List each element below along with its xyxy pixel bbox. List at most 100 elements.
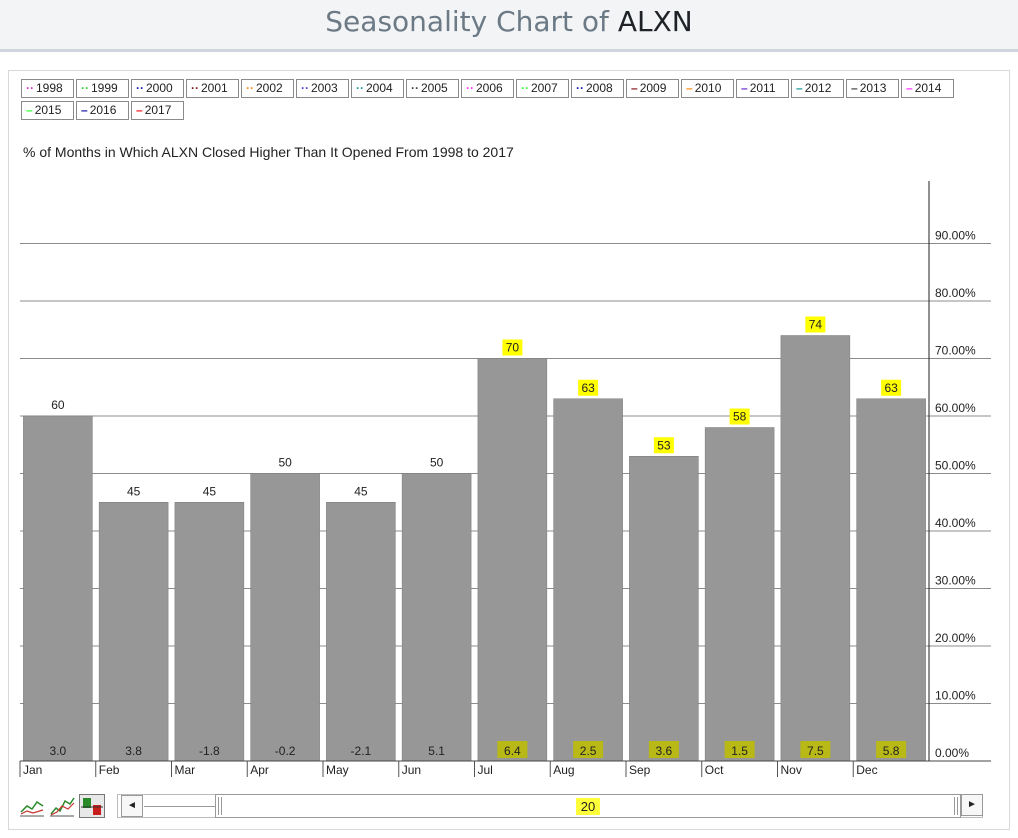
legend-swatch: – — [796, 81, 803, 95]
bar-sep — [629, 456, 699, 762]
y-tick-label: 70.00% — [935, 344, 976, 358]
legend-label: 2000 — [146, 81, 173, 95]
bar-may — [326, 502, 396, 762]
legend-item-2004[interactable]: ·· 2004 — [351, 79, 404, 98]
legend-item-2000[interactable]: ·· 2000 — [131, 79, 184, 98]
value-label-highlight — [653, 437, 674, 454]
x-tick-label-feb: Feb — [99, 763, 120, 777]
legend-label: 2007 — [531, 81, 558, 95]
bottom-label-highlight — [724, 741, 755, 758]
x-tick-label-jun: Jun — [402, 763, 421, 777]
legend-label: 2004 — [366, 81, 393, 95]
bar-chart: 0.00% 10.00% 20.00% 30.00% 40.00% 50.00% 60.00… — [19, 181, 991, 777]
bottom-label-highlight — [497, 741, 528, 758]
value-label-may: 45 — [354, 484, 368, 498]
value-label-jun: 50 — [430, 456, 444, 470]
bottom-label-oct: 1.5 — [731, 744, 748, 758]
bottom-label-jul: 6.4 — [504, 744, 521, 758]
legend-item-2002[interactable]: ·· 2002 — [241, 79, 294, 98]
legend-item-2006[interactable]: ·· 2006 — [461, 79, 514, 98]
legend-item-2014[interactable]: –2014 — [901, 79, 954, 98]
legend-label: 2015 — [34, 103, 62, 117]
y-tick-label: 60.00% — [935, 401, 976, 415]
legend-item-2007[interactable]: ·· 2007 — [516, 79, 569, 98]
scroll-thumb-right-grip[interactable] — [954, 797, 958, 815]
legend-item-2016[interactable]: –2016 — [76, 101, 129, 120]
bar-apr — [250, 473, 320, 762]
legend-label: 2016 — [89, 103, 117, 117]
bar-aug — [553, 398, 623, 762]
x-tick-label-aug: Aug — [553, 763, 574, 777]
value-label-jan: 60 — [51, 398, 65, 412]
x-tick-label-jan: Jan — [23, 763, 42, 777]
bottom-label-highlight — [648, 741, 679, 758]
multi-line-chart-icon[interactable] — [49, 794, 75, 818]
legend-item-2015[interactable]: –2015 — [21, 101, 74, 120]
value-label-sep: 53 — [657, 438, 671, 452]
legend-swatch: ·· — [191, 81, 199, 95]
bar-mar — [174, 502, 245, 762]
legend-swatch: – — [26, 103, 33, 117]
bar-jan — [23, 415, 93, 762]
value-label-mar: 45 — [203, 484, 217, 498]
bar-jun — [401, 473, 472, 762]
x-tick-label-oct: Oct — [705, 763, 724, 777]
value-label-oct: 58 — [733, 410, 747, 424]
value-label-feb: 45 — [127, 484, 141, 498]
bar-chart-icon[interactable] — [79, 794, 105, 818]
legend-label: 2010 — [694, 81, 722, 95]
scroll-thumb-left-grip[interactable] — [218, 797, 222, 815]
legend-item-2011[interactable]: –2011 — [736, 79, 789, 98]
legend-item-2013[interactable]: –2013 — [846, 79, 899, 98]
legend-item-1999[interactable]: ·· 1999 — [76, 79, 129, 98]
bar-nov — [780, 335, 851, 762]
value-label-nov: 74 — [809, 318, 823, 332]
x-tick-label-may: May — [326, 763, 349, 777]
legend-label: 2012 — [804, 81, 832, 95]
legend-item-2003[interactable]: ·· 2003 — [296, 79, 349, 98]
legend-item-2017[interactable]: –2017 — [131, 101, 184, 120]
x-tick-label-dec: Dec — [856, 763, 877, 777]
legend-swatch: – — [741, 81, 748, 95]
legend-item-2010[interactable]: –2010 — [681, 79, 734, 98]
value-label-dec: 63 — [884, 381, 898, 395]
scroll-right-button[interactable]: ► — [961, 794, 983, 816]
y-tick-label: 0.00% — [935, 746, 969, 760]
x-tick-label-sep: Sep — [629, 763, 651, 777]
bottom-label-mar: -1.8 — [199, 744, 220, 758]
line-chart-icon[interactable] — [19, 794, 45, 818]
legend-item-2009[interactable]: –2009 — [626, 79, 679, 98]
legend-item-2008[interactable]: ·· 2008 — [571, 79, 624, 98]
bar-jul — [477, 358, 548, 762]
legend-swatch: – — [631, 81, 638, 95]
legend-swatch: ·· — [466, 81, 474, 95]
value-label-jul: 70 — [506, 341, 520, 355]
legend-item-2001[interactable]: ·· 2001 — [186, 79, 239, 98]
legend-swatch: – — [686, 81, 693, 95]
bar-feb — [98, 502, 169, 762]
legend-swatch: ·· — [411, 81, 419, 95]
scroll-left-button[interactable]: ◄ — [121, 795, 143, 817]
chart-scroller: ◄ 20 ► — [9, 791, 1009, 823]
legend-label: 2008 — [586, 81, 613, 95]
bottom-label-apr: -0.2 — [275, 744, 296, 758]
legend-item-1998[interactable]: ·· 1998 — [21, 79, 74, 98]
legend-item-2012[interactable]: –2012 — [791, 79, 844, 98]
bottom-label-jun: 5.1 — [428, 744, 445, 758]
legend-swatch: ·· — [301, 81, 309, 95]
x-tick-label-apr: Apr — [250, 763, 269, 777]
bar-oct — [704, 427, 775, 762]
legend-label: 1998 — [36, 81, 63, 95]
legend-swatch: ·· — [136, 81, 144, 95]
y-tick-label: 10.00% — [935, 689, 976, 703]
value-label-highlight — [881, 379, 902, 396]
scroll-thumb[interactable]: 20 — [215, 794, 961, 818]
legend-swatch: – — [906, 81, 913, 95]
legend-swatch: ·· — [26, 81, 34, 95]
page-title: Seasonality Chart of ALXN — [0, 0, 1018, 44]
legend-label: 2003 — [311, 81, 338, 95]
legend-item-2005[interactable]: ·· 2005 — [406, 79, 459, 98]
scroll-value: 20 — [575, 798, 601, 815]
y-tick-label: 40.00% — [935, 516, 976, 530]
scroll-track[interactable]: ◄ 20 — [117, 794, 983, 818]
